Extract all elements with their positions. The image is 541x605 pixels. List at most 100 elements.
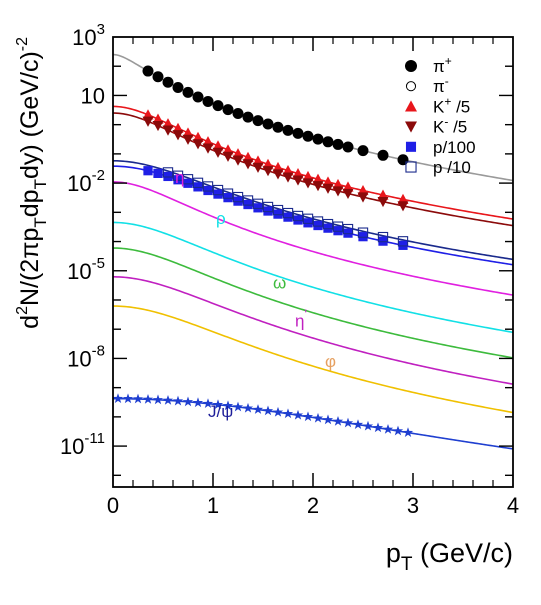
marker-shape [313,220,323,231]
marker-shape [333,226,343,236]
legend-label-rest: /10 [442,158,470,177]
data-point-pi-plus-data [232,107,244,119]
curve-phi [113,305,513,414]
data-points-group [112,65,414,437]
marker-shape [342,141,354,153]
legend-label-rest: /5 [451,97,470,116]
marker-shape [262,166,274,177]
data-point-p-data [333,226,343,236]
data-point-pbar-data [242,195,254,206]
data-point-pi-plus-data [377,149,389,161]
data-point-pbar-data [397,236,409,247]
y-axis-title-part: dy) (GeV/c) [16,51,44,179]
curve-eta [113,181,513,296]
marker-shape [173,175,183,185]
marker-shape [183,178,193,188]
y-tick-label: 10-11 [60,430,105,459]
y-axis-title-part: 2 [14,306,31,315]
y-tick-base: 10 [60,434,84,459]
marker-shape [302,411,314,422]
label-phi: φ [325,352,336,371]
marker-shape [233,196,243,206]
marker-shape [378,236,388,246]
data-point-pi-plus-data [262,118,274,130]
data-point-jpsi-data [282,408,294,419]
data-point-pbar-data [182,174,194,185]
marker-shape [357,227,369,238]
data-point-pi-plus-data [182,86,194,98]
label-omega: ω [273,273,286,292]
marker-shape [202,398,214,409]
marker-shape [322,414,334,425]
legend-label-base: π [433,57,445,76]
marker-shape [132,393,144,404]
data-point-pi-plus-data [222,104,234,116]
legend-entry: K+ /5 [405,94,470,116]
label-jpsi: J/ψ [208,402,233,421]
data-point-p-data [263,206,273,216]
legend-label-sup: + [445,54,452,68]
marker-shape [322,183,334,194]
data-point-jpsi-data [372,422,384,433]
data-point-pi-plus-data [292,127,304,139]
marker-shape [172,170,184,181]
data-point-jpsi-data [242,402,254,413]
marker-shape [332,186,344,197]
marker-shape [282,207,294,219]
data-point-pbar-data [282,207,294,219]
y-axis-title-part: d [16,315,44,329]
marker-shape [202,95,214,107]
marker-shape [143,166,153,176]
marker-shape [152,120,164,132]
data-point-jpsi-data [132,393,144,404]
data-point-pbar-data [162,167,174,178]
marker-shape [282,124,294,136]
data-point-k-minus-data [262,166,274,177]
label-etaprime-sup: ' [304,306,306,321]
data-point-k-minus-data [332,186,344,197]
marker-shape [212,147,224,158]
marker-shape [377,231,389,243]
data-point-pbar-data [262,201,274,213]
marker-shape [253,203,263,213]
data-point-jpsi-data [162,395,174,405]
legend-label: π- [433,74,449,96]
data-point-k-minus-data [252,162,264,173]
data-point-k-minus-data [302,178,314,189]
y-tick-base: 10 [81,83,105,108]
data-point-pi-plus-data [397,154,409,166]
x-axis: 0 1 2 3 4 [107,37,519,518]
marker-shape [402,427,414,437]
marker-shape [323,223,333,233]
data-point-pbar-data [222,188,234,199]
marker-shape [242,402,254,413]
y-tick-base: 10 [67,171,91,196]
marker-shape [232,191,244,203]
data-point-k-minus-data [397,201,409,212]
legend-label-sup: - [445,74,449,88]
data-point-p-data [243,199,253,210]
data-point-pbar-data [202,181,214,192]
data-point-jpsi-data [202,398,214,409]
marker-shape [252,162,264,173]
x-axis-title-sub: T [401,554,413,575]
legend-label-base: p [433,158,442,177]
marker-shape [232,107,244,119]
data-point-k-minus-data [212,147,224,158]
marker-shape [397,154,409,166]
data-point-k-minus-data [142,116,154,127]
marker-shape [162,167,174,178]
data-point-p-data [223,193,233,203]
data-point-p-data [253,203,263,213]
data-point-pbar-data [322,218,334,230]
data-point-p-data [153,168,163,178]
data-point-pi-plus-data [272,121,284,133]
data-point-pi-plus-data [282,124,294,136]
data-point-p-data [173,175,183,185]
data-point-p-data [323,223,333,233]
label-eta-text: η [175,168,184,187]
data-point-pbar-data [232,191,244,203]
data-point-pi-plus-data [302,130,314,142]
